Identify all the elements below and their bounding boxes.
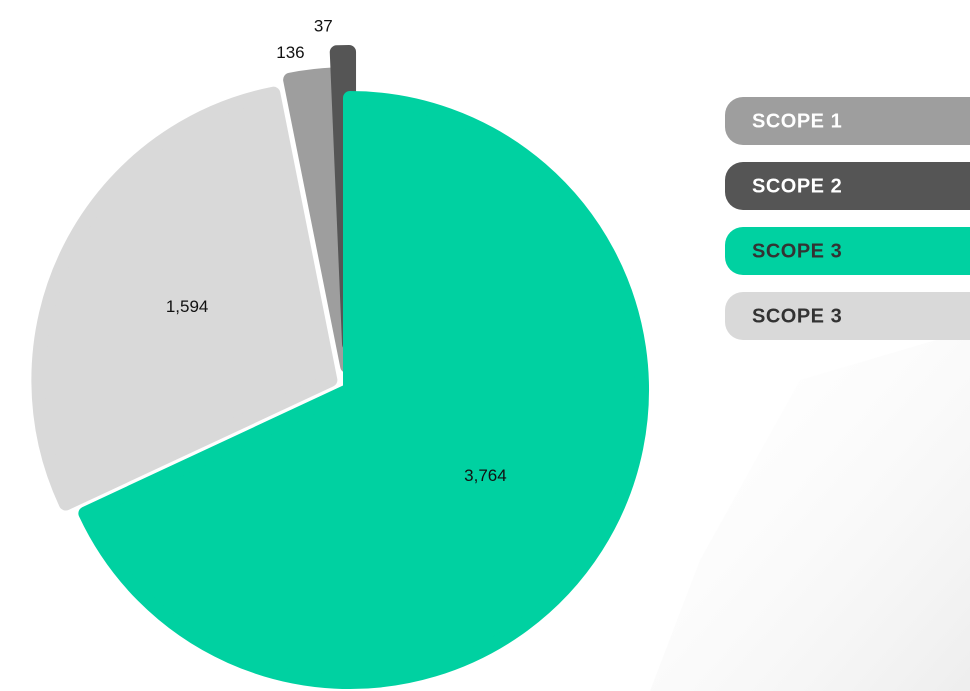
legend-item [725, 97, 970, 145]
data-label: 37 [314, 17, 333, 36]
data-label: 1,594 [166, 297, 209, 316]
data-label: 136 [276, 43, 304, 62]
data-label: 3,764 [464, 466, 507, 485]
pie-slice [31, 86, 338, 511]
background-decoration [650, 330, 970, 691]
legend-item [725, 292, 970, 340]
legend-label: SCOPE 2 [752, 175, 842, 197]
legend-item [725, 162, 970, 210]
legend-label: SCOPE 3 [752, 240, 842, 262]
legend-item [725, 227, 970, 275]
pie-slice [78, 91, 649, 689]
legend-label: SCOPE 3 [752, 305, 842, 327]
legend-label: SCOPE 1 [752, 110, 842, 132]
